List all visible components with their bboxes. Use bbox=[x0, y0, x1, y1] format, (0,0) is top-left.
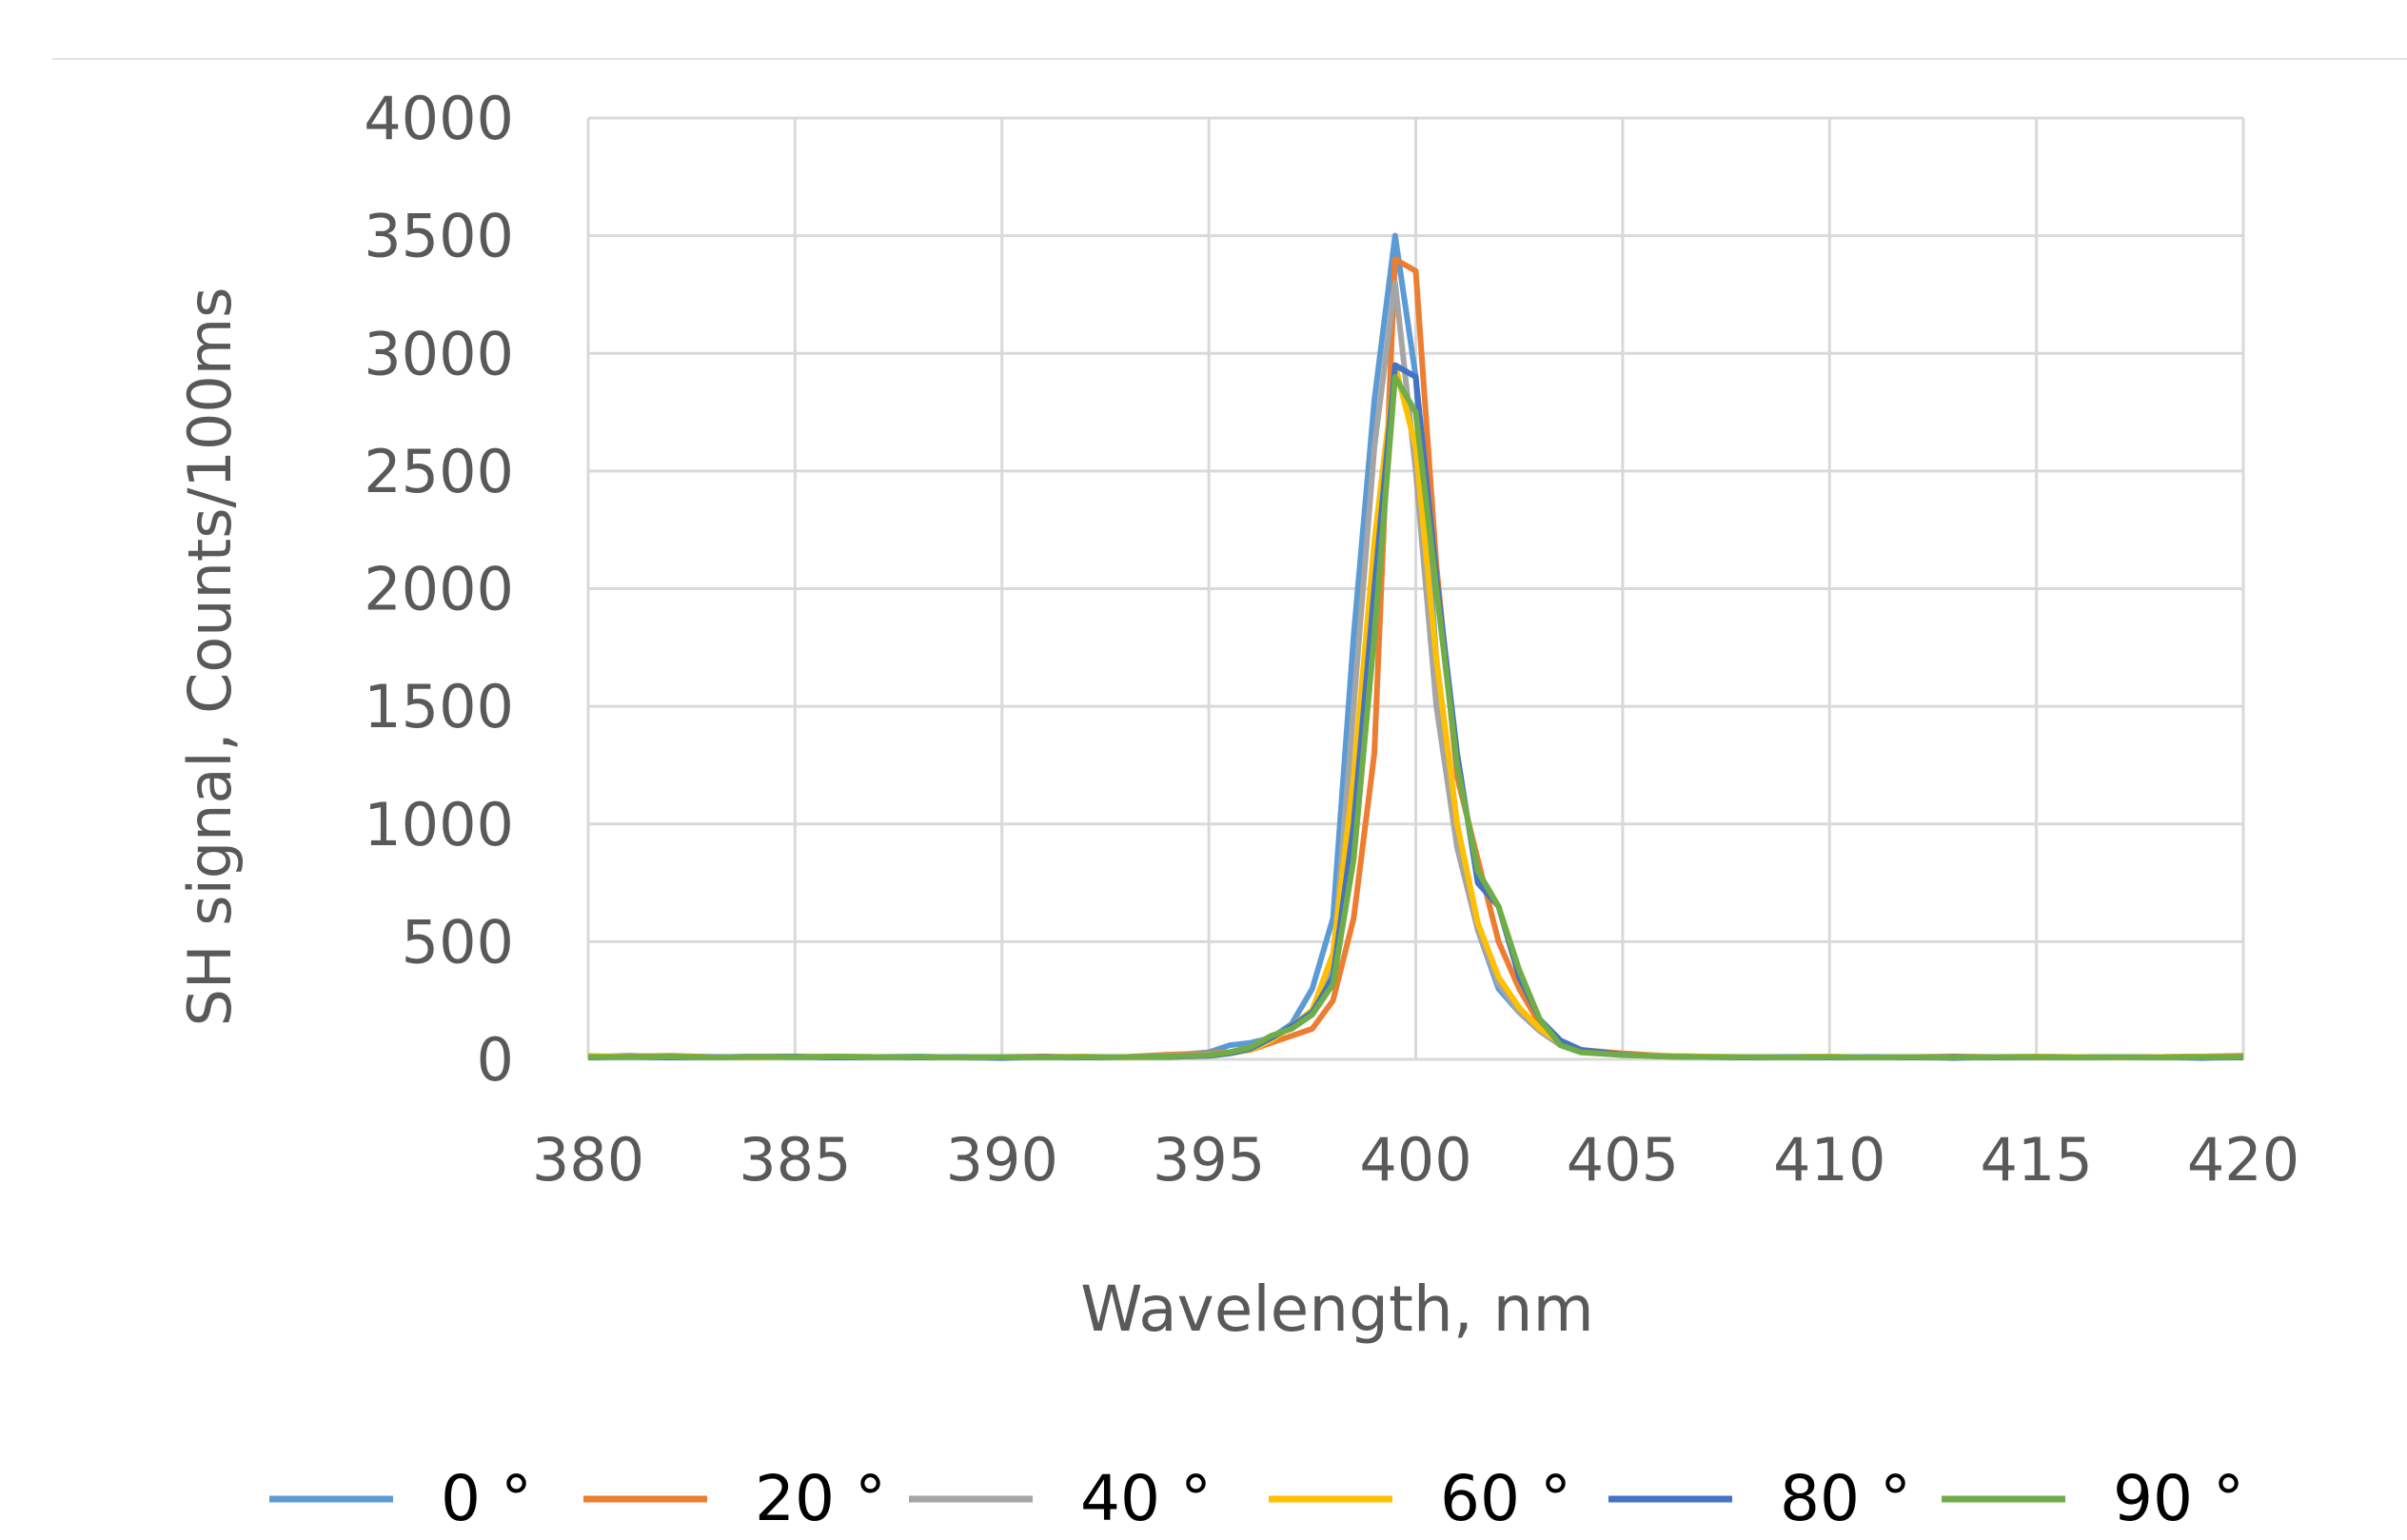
y-tick-label: 3500 bbox=[364, 202, 514, 271]
y-tick-label: 0 bbox=[477, 1025, 514, 1095]
x-tick-label: 420 bbox=[2187, 1125, 2299, 1194]
y-axis-tick-labels: 0 500 1000 1500 2000 2500 3000 3500 4000 bbox=[364, 84, 514, 1095]
y-axis-title: SH signal, Counts/100ms bbox=[175, 287, 245, 1027]
x-tick-label: 395 bbox=[1153, 1125, 1265, 1194]
series-lines bbox=[587, 232, 2244, 1061]
y-tick-label: 4000 bbox=[364, 84, 514, 153]
y-tick-label: 2500 bbox=[364, 437, 514, 506]
legend-label: 90 ° bbox=[2113, 1462, 2244, 1535]
x-tick-label: 385 bbox=[739, 1125, 851, 1194]
x-tick-label: 400 bbox=[1359, 1125, 1471, 1194]
legend-label: 20 ° bbox=[755, 1462, 886, 1535]
legend-label: 40 ° bbox=[1080, 1462, 1212, 1535]
y-tick-label: 2000 bbox=[364, 555, 514, 624]
legend: 0 ° 20 ° 40 ° 60 ° 80 ° 90 ° bbox=[269, 1462, 2244, 1535]
x-axis-tick-labels: 380 385 390 395 400 405 410 415 420 bbox=[532, 1125, 2299, 1194]
legend-label: 0 ° bbox=[441, 1462, 532, 1535]
legend-label: 80 ° bbox=[1780, 1462, 1911, 1535]
x-tick-label: 410 bbox=[1773, 1125, 1885, 1194]
legend-label: 60 ° bbox=[1440, 1462, 1571, 1535]
y-tick-label: 1000 bbox=[364, 790, 514, 859]
x-tick-label: 415 bbox=[1980, 1125, 2092, 1194]
y-tick-label: 500 bbox=[402, 907, 514, 977]
x-tick-label: 405 bbox=[1567, 1125, 1679, 1194]
y-tick-label: 1500 bbox=[364, 672, 514, 741]
series-line-5 bbox=[588, 374, 2243, 1060]
x-tick-label: 390 bbox=[946, 1125, 1058, 1194]
x-axis-title: Wavelength, nm bbox=[1080, 1273, 1594, 1346]
y-tick-label: 3000 bbox=[364, 319, 514, 388]
x-tick-label: 380 bbox=[532, 1125, 644, 1194]
gridlines bbox=[586, 116, 2245, 1061]
